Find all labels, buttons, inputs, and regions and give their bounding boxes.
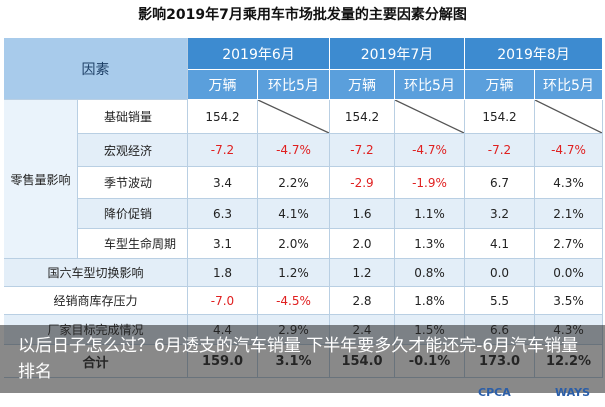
table-cell: -4.7%: [535, 134, 603, 167]
table-cell: 154.2: [330, 100, 395, 134]
table-cell: 3.1: [188, 229, 258, 259]
table-cell: 2.7%: [535, 229, 603, 259]
logo: CPCA: [478, 386, 511, 399]
table-cell: 1.8%: [395, 287, 465, 315]
table-cell: 国六车型切换影响: [4, 259, 188, 287]
table-cell: 1.3%: [395, 229, 465, 259]
table-cell: 宏观经济: [78, 134, 188, 167]
table-cell: -4.7%: [258, 134, 330, 167]
table-cell: [535, 100, 603, 134]
table-cell: 2019年6月: [188, 38, 330, 70]
table-cell: 零售量影响: [4, 100, 78, 259]
table-cell: -4.5%: [258, 287, 330, 315]
table-cell: 4.1: [465, 229, 535, 259]
table-cell: 2.0: [330, 229, 395, 259]
table-cell: 0.0: [465, 259, 535, 287]
table-cell: 154.2: [188, 100, 258, 134]
table-cell: 3.4: [188, 167, 258, 199]
table-cell: 0.0%: [535, 259, 603, 287]
table-cell: 万辆: [465, 70, 535, 100]
table-cell: 2.0%: [258, 229, 330, 259]
table-cell: 0.8%: [395, 259, 465, 287]
table-cell: 降价促销: [78, 199, 188, 229]
table-cell: 1.2%: [258, 259, 330, 287]
table-cell: -2.9: [330, 167, 395, 199]
table-cell: 2019年7月: [330, 38, 465, 70]
caption: 以后日子怎么过？6月透支的汽车销量 下半年要多久才能还完-6月汽车销量排名: [18, 336, 579, 382]
table-cell: -1.9%: [395, 167, 465, 199]
table-cell: 基础销量: [78, 100, 188, 134]
table-cell: 1.8: [188, 259, 258, 287]
title: 影响2019年7月乘用车市场批发量的主要因素分解图: [138, 7, 467, 23]
table-cell: 万辆: [330, 70, 395, 100]
table-cell: 2.1%: [535, 199, 603, 229]
diagonal: [535, 100, 602, 133]
table-cell: 4.3%: [535, 167, 603, 199]
table-cell: 1.2: [330, 259, 395, 287]
table-cell: 车型生命周期: [78, 229, 188, 259]
table-cell: 环比5月: [258, 70, 330, 100]
diagonal: [395, 100, 464, 133]
table-cell: 3.5%: [535, 287, 603, 315]
table-cell: 2.8: [330, 287, 395, 315]
table-cell: 因素: [4, 38, 188, 100]
table-cell: 万辆: [188, 70, 258, 100]
caption-band: 以后日子怎么过？6月透支的汽车销量 下半年要多久才能还完-6月汽车销量排名: [0, 325, 605, 393]
table-cell: -7.2: [330, 134, 395, 167]
table-cell: 6.7: [465, 167, 535, 199]
table-cell: 2.2%: [258, 167, 330, 199]
diagonal: [258, 100, 329, 133]
table-cell: 环比5月: [395, 70, 465, 100]
logo: WAYS: [555, 386, 590, 399]
table-cell: -7.2: [188, 134, 258, 167]
table-cell: -7.2: [465, 134, 535, 167]
table-cell: 3.2: [465, 199, 535, 229]
table-cell: -4.7%: [395, 134, 465, 167]
table-cell: 154.2: [465, 100, 535, 134]
table-cell: 经销商库存压力: [4, 287, 188, 315]
table-cell: 环比5月: [535, 70, 603, 100]
table-cell: 6.3: [188, 199, 258, 229]
table-cell: 4.1%: [258, 199, 330, 229]
table-cell: [395, 100, 465, 134]
table-cell: 1.1%: [395, 199, 465, 229]
table-cell: 季节波动: [78, 167, 188, 199]
table-cell: 2019年8月: [465, 38, 603, 70]
table-cell: -7.0: [188, 287, 258, 315]
table-cell: [258, 100, 330, 134]
table-cell: 5.5: [465, 287, 535, 315]
table-cell: 1.6: [330, 199, 395, 229]
